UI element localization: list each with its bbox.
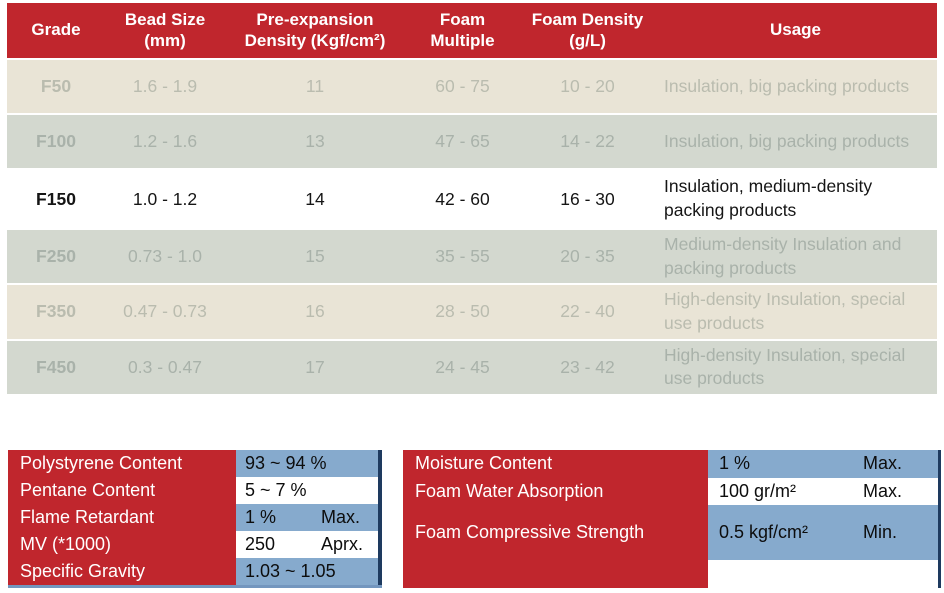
cell-usage: Insulation, big packing products [664, 75, 910, 96]
spec-value-cell: 93 ~ 94 % [236, 450, 382, 477]
cell-usage: High-density Insulation, special use pro… [664, 344, 906, 389]
cell-foam-multiple: 35 - 55 [435, 246, 490, 267]
cell-grade: F100 [36, 131, 76, 151]
cell-foam-multiple: 24 - 45 [435, 356, 490, 377]
table-row-f350: F350 0.47 - 0.73 16 28 - 50 22 - 40 High… [7, 285, 937, 339]
spec-value-cell: 0.5 kgf/cm² Min. [708, 505, 941, 561]
cell-density: 16 [305, 301, 325, 322]
cell-density: 14 [305, 188, 325, 209]
cell-usage: High-density Insulation, special use pro… [664, 289, 906, 333]
cell-usage: Insulation, medium-density packing produ… [664, 176, 873, 220]
cell-foam-density: 16 - 30 [560, 188, 615, 209]
cell-foam-multiple: 60 - 75 [435, 76, 490, 96]
spec-value: 5 ~ 7 % [245, 480, 307, 500]
foam-properties-table: Moisture Content 1 % Max. Foam Water Abs… [403, 450, 941, 588]
cell-bead-size: 0.3 - 0.47 [128, 356, 202, 377]
cell-bead-size: 1.6 - 1.9 [132, 76, 198, 96]
spec-value-cell: 100 gr/m² Max. [708, 477, 941, 506]
cell-foam-density: 22 - 40 [560, 301, 615, 322]
header-foam-multiple: Foam Multiple [430, 9, 495, 50]
spec-value: 1 % [719, 453, 751, 474]
spec-label: Foam Compressive Strength [403, 505, 708, 561]
spec-row-polystyrene-content: Polystyrene Content 93 ~ 94 % [8, 450, 382, 477]
spec-label: Polystyrene Content [8, 450, 236, 477]
grades-table-header-row: Grade Bead Size (mm) Pre-expansion Densi… [7, 3, 937, 58]
table-row-f150-highlighted: F150 1.0 - 1.2 14 42 - 60 16 - 30 Insula… [7, 170, 937, 228]
spec-label: Flame Retardant [8, 504, 236, 531]
cell-density: 17 [305, 356, 325, 377]
spec-row-foam-compressive-strength: Foam Compressive Strength 0.5 kgf/cm² Mi… [403, 505, 941, 561]
spec-row-foam-water-absorption: Foam Water Absorption 100 gr/m² Max. [403, 477, 941, 506]
header-grade: Grade [31, 20, 81, 40]
spec-label: Specific Gravity [8, 558, 236, 585]
cell-usage: Medium-density Insulation and packing pr… [664, 234, 902, 278]
spec-label: Foam Water Absorption [403, 477, 708, 506]
spec-value: 0.5 kgf/cm² [719, 522, 809, 543]
spec-label-empty [403, 560, 708, 588]
cell-density: 13 [305, 131, 325, 151]
cell-foam-density: 14 - 22 [560, 131, 615, 151]
cell-foam-density: 10 - 20 [560, 76, 615, 96]
spec-value: 1.03 ~ 1.05 [245, 561, 336, 581]
spec-qualifier: Min. [863, 522, 898, 543]
spec-value: 93 ~ 94 % [245, 453, 327, 473]
table-row-f450: F450 0.3 - 0.47 17 24 - 45 23 - 42 High-… [7, 340, 937, 394]
spec-value-cell: 5 ~ 7 % [236, 477, 382, 504]
spec-row-specific-gravity: Specific Gravity 1.03 ~ 1.05 [8, 558, 382, 585]
cell-foam-density: 20 - 35 [560, 246, 615, 267]
header-bead-size: Bead Size (mm) [124, 9, 206, 50]
spec-qualifier: Aprx. [321, 534, 364, 554]
grades-table: Grade Bead Size (mm) Pre-expansion Densi… [7, 3, 937, 396]
cell-foam-multiple: 42 - 60 [435, 188, 490, 209]
spec-qualifier: Max. [321, 507, 361, 527]
header-foam-density: Foam Density (g/L) [531, 9, 644, 50]
table-row-f250: F250 0.73 - 1.0 15 35 - 55 20 - 35 Mediu… [7, 230, 937, 284]
spec-value-cell: 250 Aprx. [236, 531, 382, 558]
cell-grade: F150 [36, 188, 76, 209]
cell-foam-multiple: 47 - 65 [435, 131, 490, 151]
spec-value-cell: 1 % Max. [708, 450, 941, 478]
table-row-f50: F50 1.6 - 1.9 11 60 - 75 10 - 20 Insulat… [7, 60, 937, 113]
spec-row-flame-retardant: Flame Retardant 1 % Max. [8, 504, 382, 531]
header-pre-expansion-density: Pre-expansion Density (Kgf/cm²) [244, 9, 386, 50]
spec-row-mv: MV (*1000) 250 Aprx. [8, 531, 382, 558]
cell-grade: F350 [36, 301, 76, 322]
cell-usage: Insulation, big packing products [664, 130, 910, 151]
spec-qualifier: Max. [863, 453, 903, 474]
spec-value-cell: 1.03 ~ 1.05 [236, 558, 382, 585]
spec-row-pentane-content: Pentane Content 5 ~ 7 % [8, 477, 382, 504]
cell-grade: F50 [40, 76, 72, 96]
cell-density: 11 [305, 76, 325, 96]
spec-value: 1 % [245, 507, 277, 527]
spec-row-moisture-content: Moisture Content 1 % Max. [403, 450, 941, 478]
cell-grade: F450 [36, 356, 76, 377]
spec-value-cell: 1 % Max. [236, 504, 382, 531]
cell-bead-size: 0.73 - 1.0 [128, 246, 202, 267]
cell-grade: F250 [36, 246, 76, 267]
cell-bead-size: 1.0 - 1.2 [132, 188, 198, 209]
spec-value-empty [708, 560, 941, 588]
cell-foam-density: 23 - 42 [560, 356, 615, 377]
spec-qualifier: Max. [863, 480, 903, 501]
spec-label: Pentane Content [8, 477, 236, 504]
cell-foam-multiple: 28 - 50 [435, 301, 490, 322]
table-row-f100: F100 1.2 - 1.6 13 47 - 65 14 - 22 Insula… [7, 115, 937, 168]
spec-label: Moisture Content [403, 450, 708, 478]
header-usage: Usage [769, 20, 822, 40]
material-properties-table: Polystyrene Content 93 ~ 94 % Pentane Co… [8, 450, 382, 588]
cell-bead-size: 1.2 - 1.6 [132, 131, 198, 151]
spec-value: 100 gr/m² [719, 480, 797, 501]
cell-density: 15 [305, 246, 325, 267]
spec-label: MV (*1000) [8, 531, 236, 558]
spec-value: 250 [245, 534, 276, 554]
spec-row-filler [403, 560, 941, 588]
cell-bead-size: 0.47 - 0.73 [123, 301, 207, 322]
